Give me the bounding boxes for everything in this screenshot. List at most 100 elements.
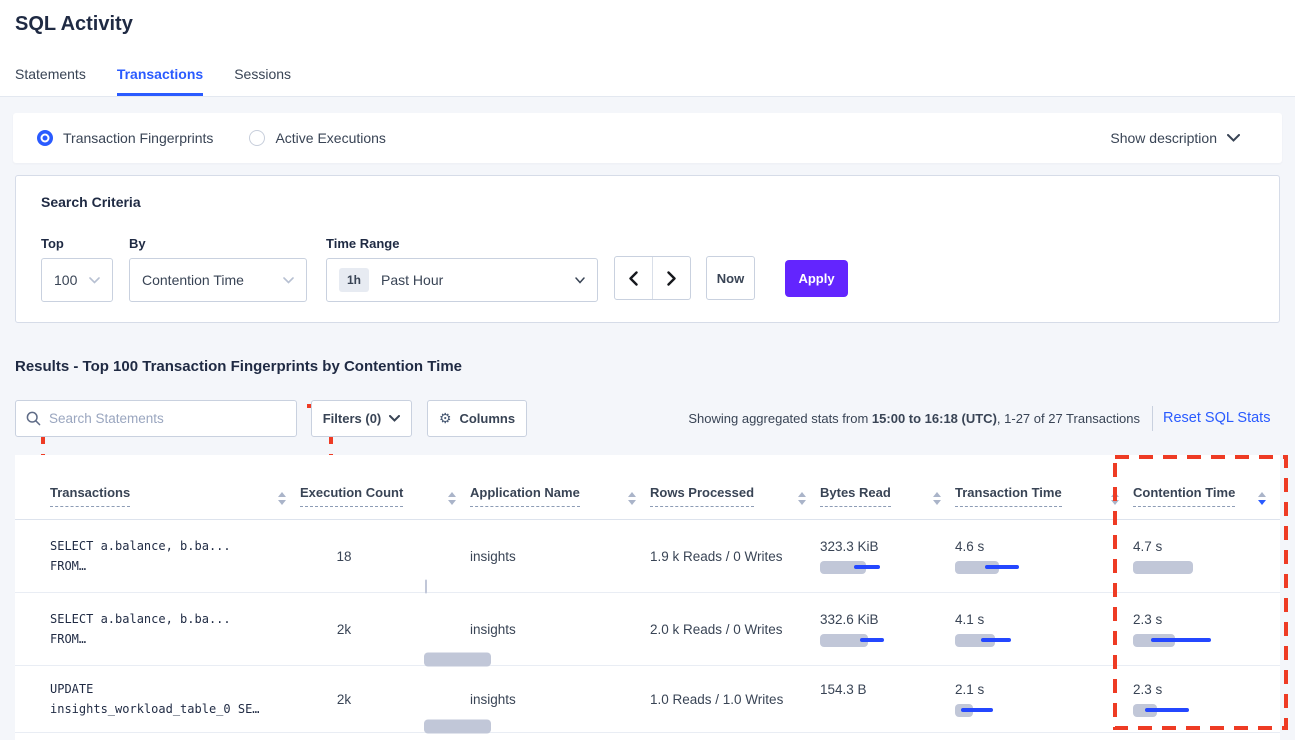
time-range-badge: 1h	[339, 268, 370, 292]
filters-label: Filters (0)	[322, 411, 382, 426]
application-name-value: insights	[470, 691, 516, 707]
vertical-divider	[1152, 406, 1153, 431]
radio-label: Active Executions	[275, 130, 386, 146]
contention-time-cell: 4.7 s	[1133, 520, 1280, 592]
search-icon	[26, 411, 41, 426]
rows-processed-cell: 2.0 k Reads / 0 Writes	[650, 593, 820, 665]
time-range-value: Past Hour	[381, 272, 444, 288]
by-field: By Contention Time	[129, 236, 307, 302]
rows-processed-value: 1.9 k Reads / 0 Writes	[650, 548, 783, 564]
sort-icon[interactable]	[798, 492, 806, 505]
search-input[interactable]	[49, 411, 286, 426]
execution-count-cell: 2k	[300, 666, 492, 733]
column-header-contention-time[interactable]: Contention Time	[1133, 484, 1280, 519]
column-header-transaction-time[interactable]: Transaction Time	[955, 484, 1133, 519]
query-line: FROM…	[50, 559, 87, 573]
column-header-application-name[interactable]: Application Name	[470, 484, 650, 519]
columns-label: Columns	[459, 411, 516, 426]
next-time-button[interactable]	[653, 257, 691, 299]
query-line: SELECT a.balance, b.ba...	[50, 539, 231, 553]
columns-button[interactable]: ⚙ Columns	[427, 400, 527, 437]
application-name-cell: insights	[470, 593, 650, 665]
application-name-cell: insights	[470, 666, 650, 732]
tab-sessions[interactable]: Sessions	[234, 66, 292, 82]
rows-processed-cell: 1.0 Reads / 1.0 Writes	[650, 666, 820, 732]
table-header-row: Transactions Execution Count Application…	[15, 455, 1280, 520]
stats-suffix: , 1-27 of 27 Transactions	[996, 411, 1140, 426]
page-header: SQL Activity Statements Transactions Ses…	[0, 0, 1295, 97]
column-header-execution-count[interactable]: Execution Count	[300, 484, 470, 519]
search-statements-box	[15, 400, 297, 437]
chevron-left-icon	[629, 270, 638, 286]
tab-statements[interactable]: Statements	[15, 66, 86, 82]
transaction-row[interactable]: SELECT a.balance, b.ba... FROM… 2k insig…	[15, 593, 1280, 666]
page-title: SQL Activity	[15, 13, 133, 35]
sort-icon[interactable]	[628, 492, 636, 505]
time-range-label: Time Range	[326, 236, 400, 251]
transaction-row[interactable]: UPDATE insights_workload_table_0 SE… 2k …	[15, 666, 1280, 733]
transactions-cell[interactable]: SELECT a.balance, b.ba... FROM…	[50, 593, 300, 665]
by-select[interactable]: Contention Time	[129, 258, 307, 302]
transactions-table: Transactions Execution Count Application…	[15, 455, 1280, 740]
radio-selected-icon[interactable]	[37, 130, 53, 146]
time-range-select[interactable]: 1h Past Hour	[326, 258, 598, 302]
contention-time-value: 2.3 s	[1133, 611, 1163, 627]
show-description-label: Show description	[1110, 130, 1217, 146]
bytes-read-cell: 332.6 KiB	[820, 593, 955, 665]
bytes-read-cell: 323.3 KiB	[820, 520, 955, 592]
transaction-time-cell: 4.6 s	[955, 520, 1133, 592]
execution-count-bar	[424, 652, 506, 666]
aggregated-stats-text: Showing aggregated stats from 15:00 to 1…	[650, 400, 1140, 437]
radio-label: Transaction Fingerprints	[63, 130, 214, 146]
stats-prefix: Showing aggregated stats from	[688, 411, 872, 426]
bytes-read-value: 154.3 B	[820, 681, 867, 697]
sort-icon[interactable]	[1111, 492, 1119, 505]
sort-icon[interactable]	[1258, 492, 1266, 505]
reset-sql-stats-link[interactable]: Reset SQL Stats	[1163, 410, 1271, 426]
bytes-read-cell: 154.3 B	[820, 666, 955, 732]
search-criteria-heading: Search Criteria	[41, 194, 141, 210]
radio-active-executions[interactable]: Active Executions	[249, 130, 386, 146]
execution-count-cell: 2k	[300, 593, 492, 666]
application-name-value: insights	[470, 548, 516, 564]
execution-count-bar	[424, 719, 506, 733]
search-criteria-panel: Search Criteria Top 100 By Contention Ti…	[15, 175, 1280, 499]
column-header-rows-processed[interactable]: Rows Processed	[650, 484, 820, 519]
sort-icon[interactable]	[278, 492, 286, 505]
column-header-transactions[interactable]: Transactions	[50, 484, 300, 519]
transaction-row[interactable]: SELECT a.balance, b.ba... FROM… 18 insig…	[15, 520, 1280, 593]
rows-processed-value: 1.0 Reads / 1.0 Writes	[650, 691, 784, 707]
top-field: Top 100	[41, 236, 113, 302]
radio-unselected-icon[interactable]	[249, 130, 266, 146]
show-description-toggle[interactable]: Show description	[1110, 130, 1258, 146]
contention-time-bar	[1133, 633, 1215, 647]
radio-transaction-fingerprints[interactable]: Transaction Fingerprints	[37, 130, 213, 146]
chevron-right-icon	[667, 270, 676, 286]
sort-icon[interactable]	[448, 492, 456, 505]
column-header-bytes-read[interactable]: Bytes Read	[820, 484, 955, 519]
rows-processed-value: 2.0 k Reads / 0 Writes	[650, 621, 783, 637]
contention-time-cell: 2.3 s	[1133, 593, 1280, 665]
transactions-cell[interactable]: SELECT a.balance, b.ba... FROM…	[50, 520, 300, 592]
bytes-read-bar	[820, 633, 902, 647]
now-button[interactable]: Now	[706, 256, 755, 300]
execution-count-value: 2k	[336, 691, 352, 707]
chevron-down-icon	[89, 276, 100, 284]
transaction-time-bar	[955, 703, 1037, 717]
previous-time-button[interactable]	[615, 257, 653, 299]
application-name-value: insights	[470, 621, 516, 637]
top-select[interactable]: 100	[41, 258, 113, 302]
transaction-time-cell: 2.1 s	[955, 666, 1133, 732]
filters-button[interactable]: Filters (0)	[311, 400, 412, 437]
bytes-read-value: 323.3 KiB	[820, 538, 879, 554]
tab-transactions[interactable]: Transactions	[116, 66, 204, 96]
time-range-step-buttons	[614, 256, 691, 300]
contention-time-bar	[1133, 560, 1215, 574]
transactions-cell[interactable]: UPDATE insights_workload_table_0 SE…	[50, 666, 300, 732]
sort-icon[interactable]	[933, 492, 941, 505]
top-label: Top	[41, 236, 64, 251]
contention-time-bar	[1133, 703, 1215, 717]
tab-bar: Statements Transactions Sessions	[15, 66, 322, 96]
apply-button[interactable]: Apply	[785, 260, 848, 297]
query-line: SELECT a.balance, b.ba...	[50, 612, 231, 626]
